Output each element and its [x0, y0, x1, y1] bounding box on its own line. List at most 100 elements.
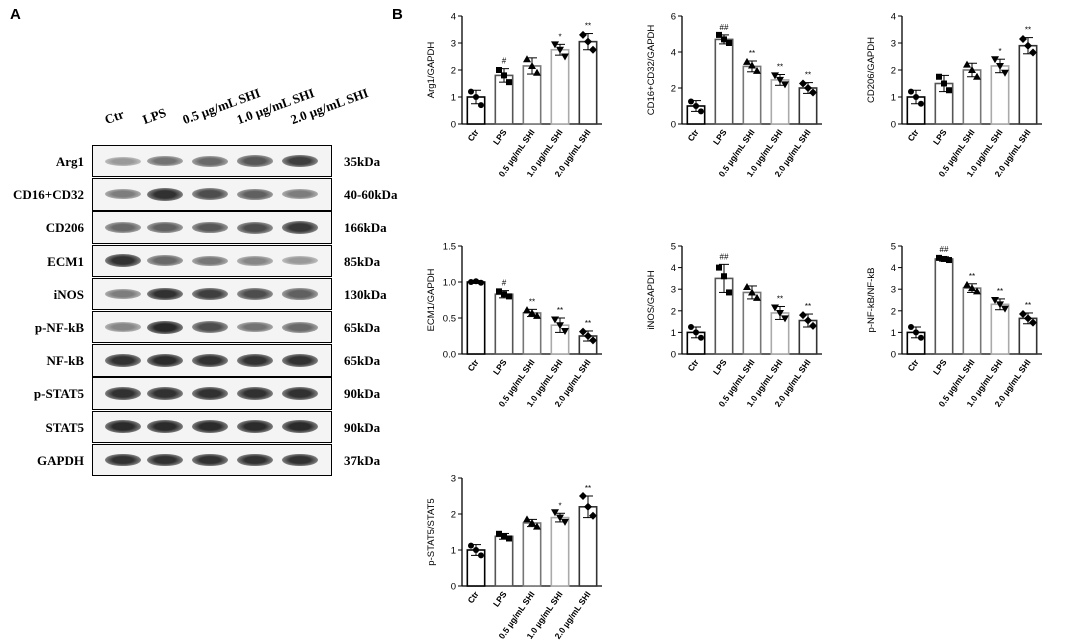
molecular-weight-label: 85kDa: [344, 253, 381, 269]
data-point: [809, 321, 817, 330]
data-point: [721, 273, 727, 280]
data-point: [556, 514, 564, 522]
significance-mark: ##: [720, 23, 729, 32]
data-point: [584, 332, 592, 340]
significance-mark: **: [805, 71, 811, 80]
category-label: Ctr: [465, 357, 481, 373]
significance-mark: *: [998, 47, 1001, 56]
molecular-weight-label: 35kDa: [344, 154, 381, 169]
data-point: [1019, 34, 1027, 43]
data-point: [496, 288, 502, 295]
protein-label: STAT5: [45, 419, 84, 435]
data-point: [556, 46, 564, 54]
data-point: [963, 280, 971, 288]
protein-band: [105, 254, 141, 268]
protein-band: [237, 221, 273, 234]
data-point: [753, 66, 761, 74]
protein-band: [282, 353, 318, 367]
data-point: [946, 87, 952, 94]
lane-label: Ctr: [102, 106, 126, 128]
significance-mark: *: [558, 32, 561, 41]
protein-band: [282, 453, 318, 467]
protein-band: [237, 353, 273, 367]
y-tick-label: 0.5: [443, 314, 456, 325]
data-point: [1024, 41, 1032, 50]
y-tick-label: 4: [671, 263, 676, 274]
protein-label: GAPDH: [37, 452, 84, 468]
y-tick-label: 2: [891, 306, 896, 317]
y-axis-label: CD206/GAPDH: [866, 37, 877, 103]
data-point: [523, 515, 531, 523]
category-label: LPS: [711, 357, 729, 377]
y-tick-label: 0: [451, 582, 456, 593]
data-point: [468, 542, 474, 549]
data-point: [743, 283, 751, 291]
data-point: [589, 511, 597, 520]
data-point: [941, 255, 947, 262]
data-point: [589, 45, 597, 54]
significance-mark: **: [585, 484, 591, 493]
protein-band: [192, 221, 228, 234]
significance-mark: **: [585, 319, 591, 328]
significance-mark: **: [997, 287, 1003, 296]
data-point: [478, 279, 484, 286]
data-point: [996, 62, 1004, 70]
data-point: [799, 79, 807, 88]
y-tick-label: 2: [671, 306, 676, 317]
protein-band: [147, 387, 183, 401]
y-tick-label: 0: [891, 120, 896, 131]
protein-label: p-STAT5: [33, 386, 84, 402]
data-point: [743, 57, 751, 65]
data-point: [918, 334, 924, 341]
y-axis-label: CD16+CD32/GAPDH: [646, 25, 657, 116]
data-point: [973, 287, 981, 295]
category-label: Ctr: [905, 127, 921, 143]
protein-band: [147, 222, 183, 234]
data-point: [968, 284, 976, 292]
bar: [990, 303, 1010, 355]
data-point: [973, 72, 981, 80]
data-point: [693, 103, 699, 109]
protein-label: p-NF-kB: [34, 320, 84, 335]
bar: [550, 516, 570, 587]
data-point: [561, 53, 569, 61]
y-tick-label: 3: [891, 285, 896, 296]
protein-band: [282, 189, 318, 200]
y-tick-label: 3: [671, 285, 676, 296]
protein-label: iNOS: [53, 286, 84, 302]
y-axis-label: p-STAT5/STAT5: [426, 498, 437, 565]
data-point: [716, 31, 722, 38]
protein-band: [147, 453, 183, 467]
data-point: [468, 279, 474, 285]
data-point: [908, 324, 914, 330]
category-label: Ctr: [905, 357, 921, 373]
protein-band: [192, 353, 228, 367]
significance-mark: **: [529, 297, 535, 306]
data-point: [579, 30, 587, 39]
data-point: [584, 37, 592, 46]
data-point: [771, 72, 779, 80]
data-point: [501, 72, 507, 79]
protein-band: [192, 188, 228, 201]
protein-label: NF-kB: [46, 353, 84, 369]
data-point: [589, 336, 597, 345]
significance-mark: #: [502, 279, 507, 288]
data-point: [528, 61, 536, 69]
protein-band: [282, 221, 318, 234]
protein-band: [105, 156, 141, 166]
significance-mark: **: [805, 302, 811, 311]
data-point: [698, 108, 704, 115]
y-tick-label: 2: [671, 84, 676, 95]
protein-band: [105, 453, 141, 467]
y-tick-label: 4: [451, 12, 456, 23]
data-point: [478, 552, 484, 559]
category-label: LPS: [931, 127, 949, 147]
significance-mark: *: [558, 501, 561, 510]
y-tick-label: 1: [671, 328, 676, 339]
protein-band: [147, 187, 183, 201]
panel-label-b: B: [392, 6, 403, 23]
data-point: [1001, 69, 1009, 77]
lane-label: LPS: [140, 104, 169, 128]
